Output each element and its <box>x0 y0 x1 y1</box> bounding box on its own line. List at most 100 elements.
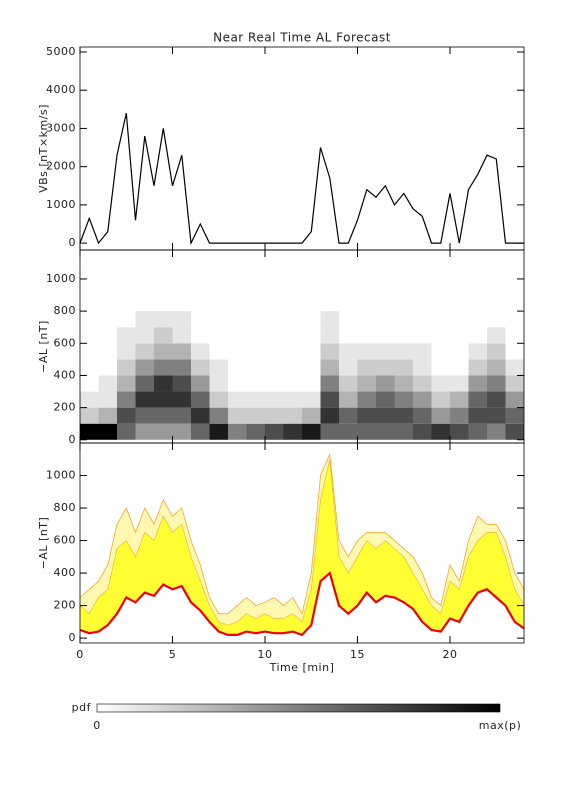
heat-cell <box>191 423 210 440</box>
heat-cell <box>505 407 524 424</box>
heat-cell <box>431 343 450 360</box>
heat-cell <box>191 311 210 328</box>
heat-cell <box>357 391 376 408</box>
y-tick-label: 400 <box>54 368 77 381</box>
heat-cell <box>487 327 506 344</box>
heat-cell <box>302 391 321 408</box>
heat-cell <box>431 359 450 376</box>
y-axis-label: VBs [nT×km/s] <box>37 104 50 193</box>
y-tick-label: 600 <box>54 534 77 547</box>
heat-cell <box>357 407 376 424</box>
y-tick-label: 0 <box>69 433 77 446</box>
heat-cell <box>376 327 395 344</box>
heat-cell <box>505 359 524 376</box>
heat-cell <box>394 311 413 328</box>
heat-cell <box>228 391 247 408</box>
heat-cell <box>117 343 136 360</box>
heat-cell <box>487 407 506 424</box>
heat-cell <box>191 375 210 392</box>
heat-cell <box>191 407 210 424</box>
heat-cell <box>172 311 191 328</box>
heat-cell <box>191 391 210 408</box>
heat-cell <box>135 327 154 344</box>
heat-cell <box>487 359 506 376</box>
heat-cell <box>339 327 358 344</box>
y-tick-label: 5000 <box>46 45 76 58</box>
y-tick-label: 200 <box>54 401 77 414</box>
heat-cell <box>246 311 265 328</box>
heat-cell <box>228 311 247 328</box>
heat-cell <box>117 407 136 424</box>
heat-cell <box>209 359 228 376</box>
heat-cell <box>376 423 395 440</box>
y-tick-label: 1000 <box>46 272 76 285</box>
colorbar-max: max(p) <box>479 719 522 732</box>
heat-cell <box>80 359 99 376</box>
heat-cell <box>394 391 413 408</box>
heat-cell <box>117 375 136 392</box>
heat-cell <box>246 375 265 392</box>
heat-cell <box>450 375 469 392</box>
heat-cell <box>265 327 284 344</box>
heat-cell <box>80 391 99 408</box>
heat-cell <box>135 375 154 392</box>
heat-cell <box>339 407 358 424</box>
heat-cell <box>450 359 469 376</box>
heat-cell <box>283 359 302 376</box>
heat-cell <box>98 375 117 392</box>
heat-cell <box>117 327 136 344</box>
heat-cell <box>487 391 506 408</box>
max-line <box>79 452 525 615</box>
heat-cell <box>98 407 117 424</box>
heat-cell <box>450 407 469 424</box>
heat-cell <box>431 391 450 408</box>
heat-cell <box>283 327 302 344</box>
heat-cell <box>98 343 117 360</box>
heat-cell <box>98 327 117 344</box>
heat-cell <box>376 375 395 392</box>
heat-cell <box>191 359 210 376</box>
heat-cell <box>80 327 99 344</box>
heat-cell <box>209 327 228 344</box>
heat-cell <box>172 343 191 360</box>
heat-cell <box>209 311 228 328</box>
heat-cell <box>265 311 284 328</box>
heat-cell <box>283 311 302 328</box>
heat-cell <box>117 391 136 408</box>
heat-cell <box>135 311 154 328</box>
heat-cell <box>320 343 339 360</box>
heat-cell <box>172 359 191 376</box>
y-tick-label: 600 <box>54 336 77 349</box>
heat-cell <box>320 375 339 392</box>
heat-cell <box>468 359 487 376</box>
panel <box>79 112 524 246</box>
heat-cell <box>228 407 247 424</box>
heat-cell <box>228 343 247 360</box>
y-tick-label: 2000 <box>46 160 76 173</box>
y-tick-label: 400 <box>54 566 77 579</box>
heat-cell <box>98 359 117 376</box>
heat-cell <box>376 311 395 328</box>
colorbar-min: 0 <box>93 719 101 732</box>
heat-cell <box>505 423 524 440</box>
heat-cell <box>339 311 358 328</box>
heat-cell <box>376 343 395 360</box>
heat-cell <box>265 407 284 424</box>
upper-line <box>79 459 525 626</box>
heat-cell <box>154 391 173 408</box>
heat-cell <box>357 311 376 328</box>
heat-cell <box>413 375 432 392</box>
chart-title: Near Real Time AL Forecast <box>213 31 391 45</box>
heat-cell <box>228 375 247 392</box>
x-tick-label: 20 <box>443 648 458 661</box>
heat-cell <box>394 327 413 344</box>
heat-cell <box>209 343 228 360</box>
heat-cell <box>283 375 302 392</box>
panel <box>79 452 525 637</box>
heat-cell <box>450 327 469 344</box>
panel <box>80 311 524 440</box>
heat-cell <box>431 407 450 424</box>
heat-cell <box>80 423 99 440</box>
median-line <box>79 571 525 637</box>
heat-cell <box>283 391 302 408</box>
